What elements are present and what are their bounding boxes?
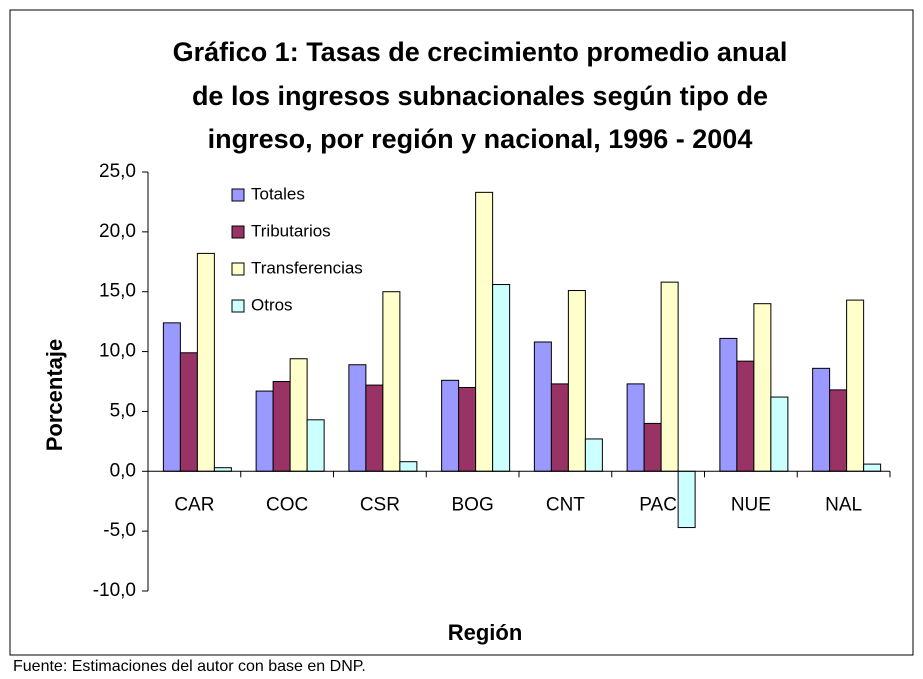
bar (289, 358, 308, 472)
chart-title: de los ingresos subnacionales según tipo… (192, 81, 768, 111)
x-tick-label: CAR (174, 494, 214, 515)
bar (812, 367, 831, 472)
legend-swatch (231, 299, 245, 313)
bar (162, 322, 181, 472)
bar (753, 303, 772, 472)
legend-label: Otros (251, 295, 293, 314)
legend-label: Tributarios (251, 221, 331, 240)
chart-title: Gráfico 1: Tasas de crecimiento promedio… (173, 37, 788, 67)
bar (458, 386, 477, 472)
x-tick-label: NAL (825, 494, 862, 515)
bar (567, 290, 586, 472)
bar (475, 191, 494, 472)
bar (441, 379, 460, 472)
bar (846, 299, 865, 472)
x-tick-label: CNT (546, 494, 585, 515)
bar (399, 461, 418, 472)
y-tick-label: -10,0 (93, 580, 136, 601)
bar (770, 396, 789, 472)
bar (829, 389, 848, 472)
bar (213, 467, 232, 472)
y-tick-label: 20,0 (99, 221, 136, 242)
legend-swatch (231, 188, 245, 202)
x-tick-label: NUE (731, 494, 771, 515)
y-tick-label: -5,0 (103, 520, 136, 541)
bar (179, 352, 198, 472)
bar (306, 419, 325, 472)
x-tick-label: COC (266, 494, 308, 515)
bar (382, 291, 401, 472)
bar (736, 360, 755, 472)
bar (863, 463, 882, 472)
bar (719, 337, 738, 472)
bar (272, 381, 291, 472)
legend-label: Totales (251, 184, 305, 203)
frame (9, 9, 914, 656)
bar (533, 341, 552, 472)
y-tick-label: 25,0 (99, 161, 136, 182)
x-axis-label: Región (448, 620, 523, 645)
y-tick-label: 5,0 (110, 400, 136, 421)
legend-swatch (231, 262, 245, 276)
y-tick-label: 15,0 (99, 281, 136, 302)
y-axis-label: Porcentaje (42, 339, 67, 452)
bar (365, 384, 384, 472)
bar (348, 364, 367, 472)
bar (550, 383, 569, 472)
y-tick-label: 0,0 (110, 460, 136, 481)
source-note: Fuente: Estimaciones del autor con base … (13, 658, 366, 675)
bar (196, 252, 215, 472)
y-tick-label: 10,0 (99, 341, 136, 362)
x-tick-label: CSR (360, 494, 400, 515)
bar (584, 438, 603, 472)
bar (643, 422, 662, 472)
chart-title: ingreso, por región y nacional, 1996 - 2… (208, 124, 753, 154)
bar (626, 383, 645, 472)
bar (255, 390, 274, 472)
bar (677, 470, 696, 529)
x-tick-label: PAC (639, 494, 677, 515)
x-tick-label: BOG (452, 494, 494, 515)
bar (660, 281, 679, 472)
bar (492, 284, 511, 472)
legend-label: Transferencias (251, 258, 363, 277)
legend-swatch (231, 225, 245, 239)
